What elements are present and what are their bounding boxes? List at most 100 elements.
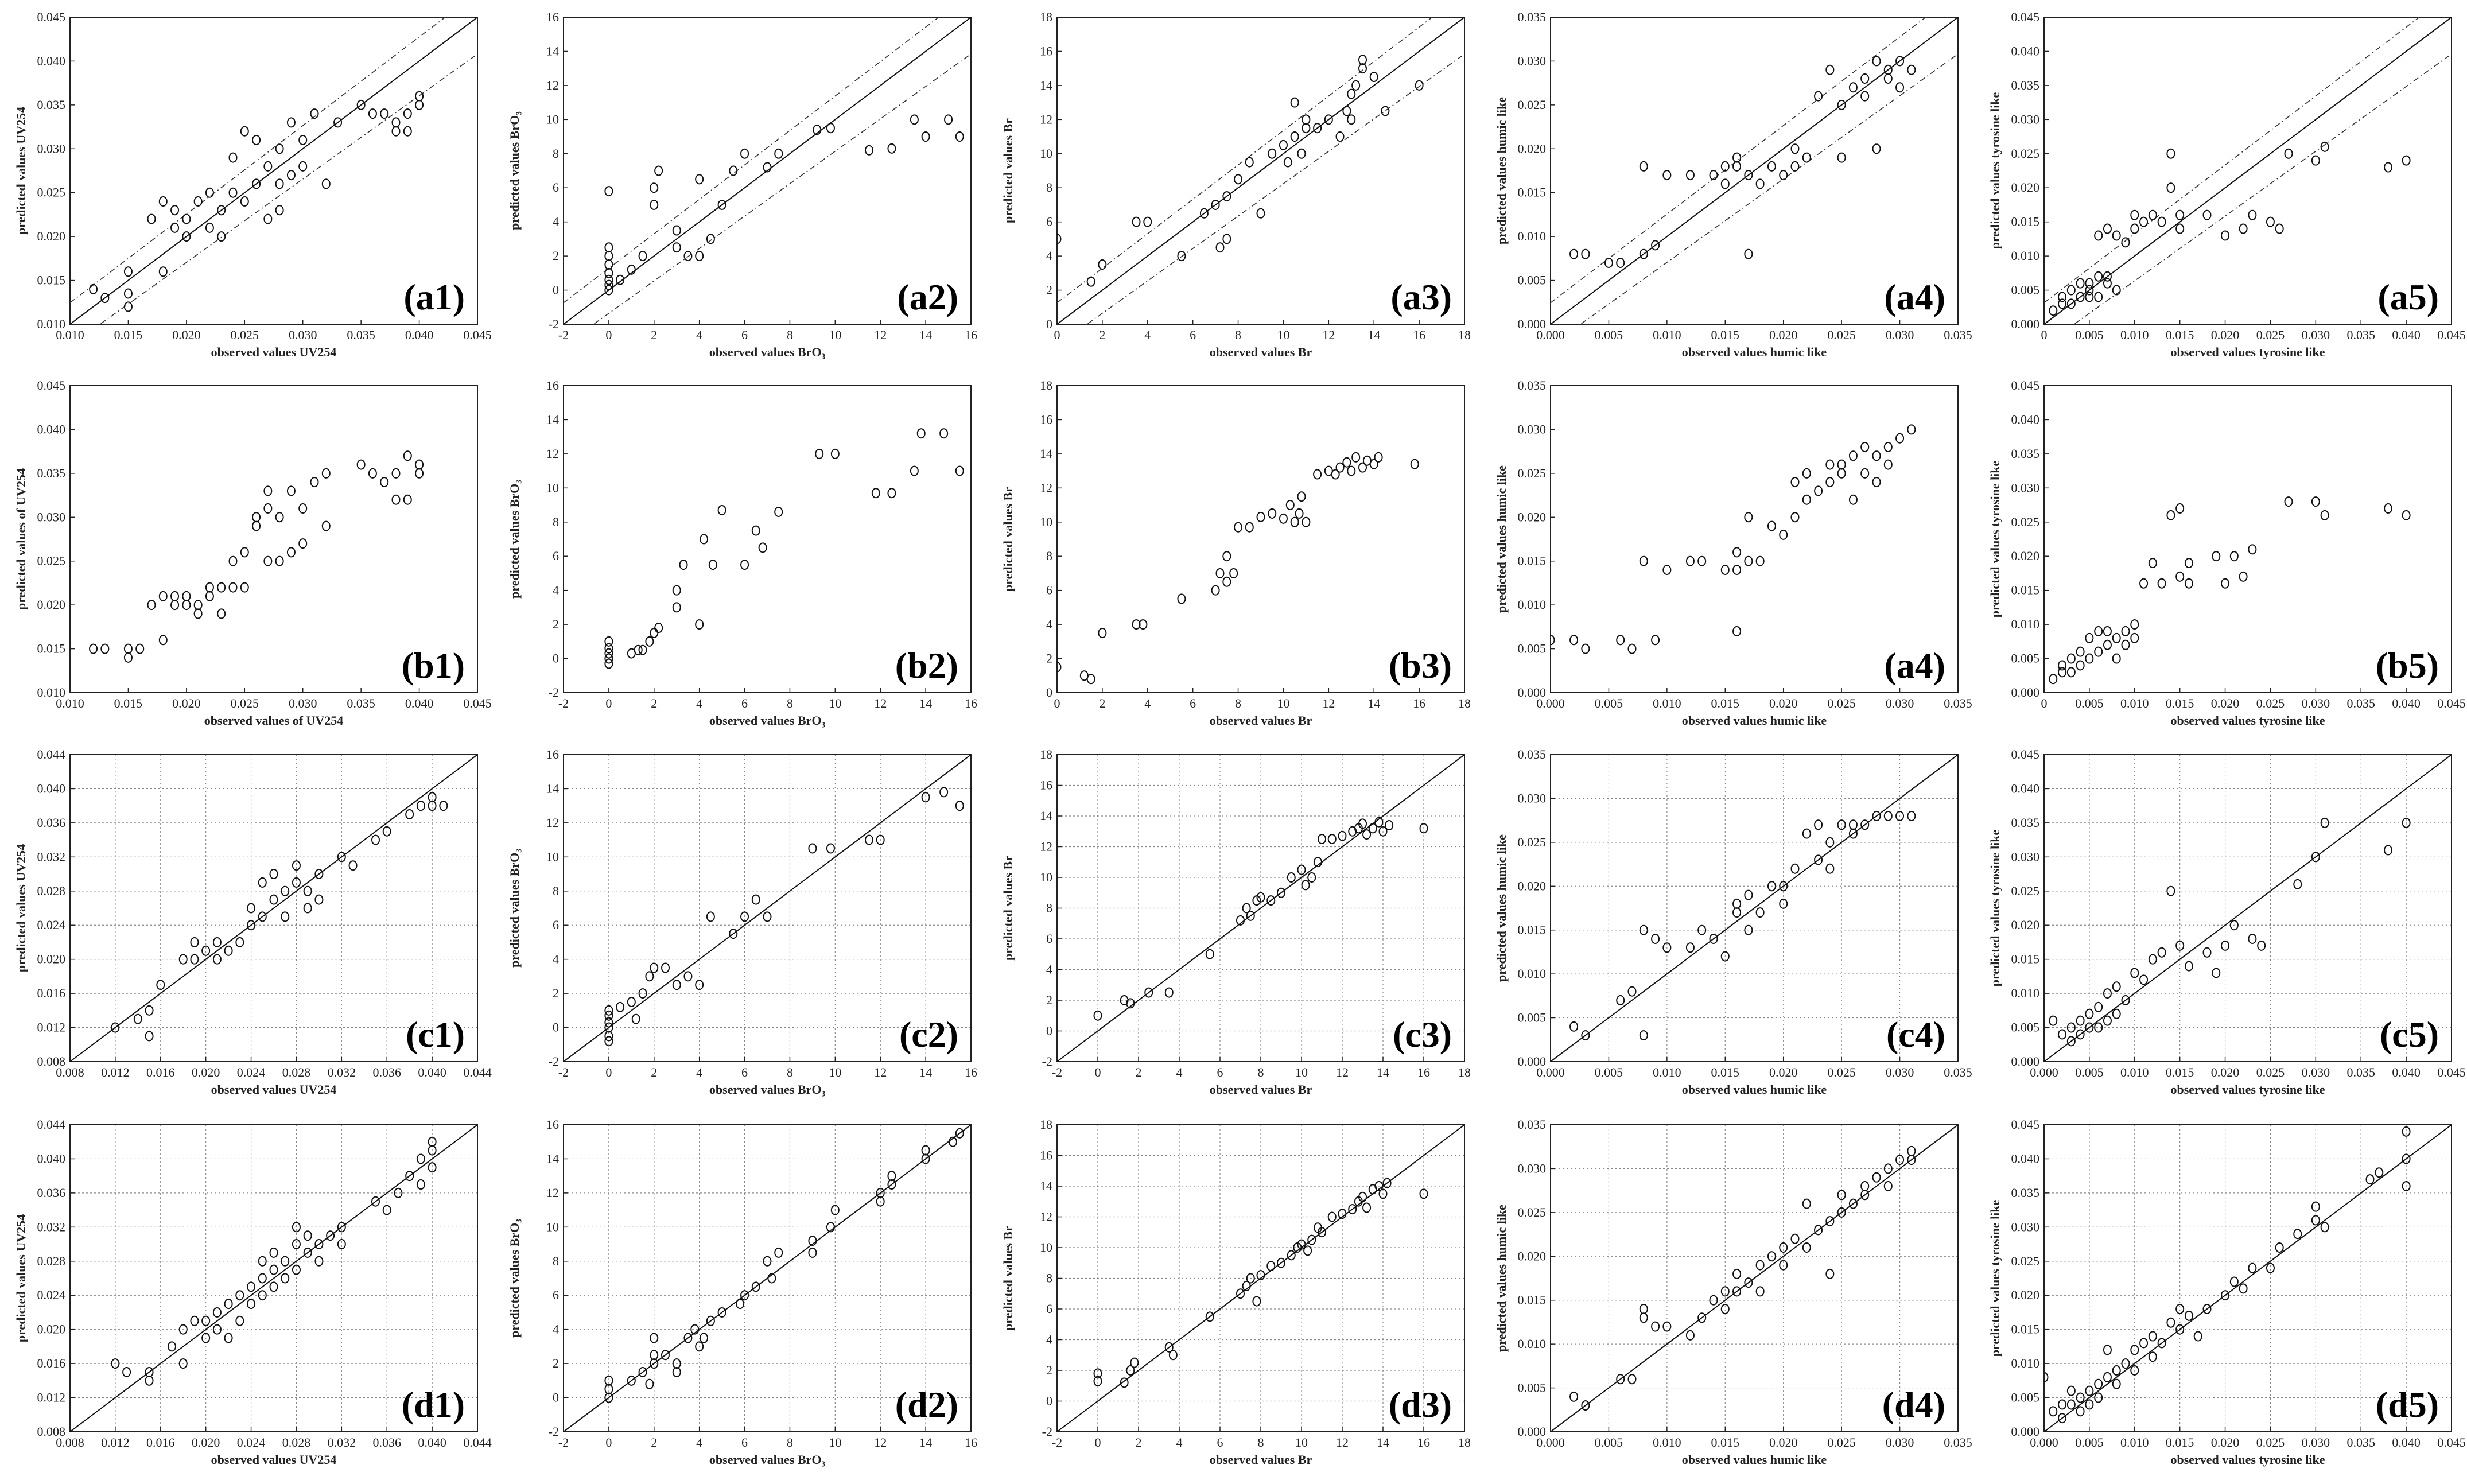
y-axis-label: predicted values tyrosine like [1988,829,2002,986]
data-point [1732,1268,1742,1279]
x-tick-label: 0.025 [2256,1065,2285,1079]
x-tick-label: 16 [1417,1435,1430,1450]
y-tick-label: 0 [553,651,559,666]
data-point [2112,653,2121,664]
data-point [217,205,226,216]
y-tick-label: -2 [1042,1054,1052,1069]
fit-line [564,1125,971,1432]
x-axis-label: observed values humic like [1682,1082,1827,1097]
data-point [1639,924,1648,935]
data-point [1368,823,1377,834]
x-tick-label: 4 [1144,696,1151,710]
data-point [2121,626,2130,636]
data-point [1720,951,1730,962]
data-point [2130,1365,2139,1376]
data-point [1297,1239,1306,1250]
data-point [1287,872,1296,883]
y-axis-label: predicted values UV254 [14,844,28,972]
chart-panel-d2: -2 0 2 4 6 8 10 12 14 16 -2 0 2 4 6 8 10 12 14 16 observed v… [506,1117,982,1475]
plot-frame [1056,385,1465,693]
data-point [1651,635,1660,646]
data-point [235,1315,244,1326]
data-point [1351,452,1361,463]
x-tick-label: 8 [787,328,793,342]
data-point [672,980,681,990]
data-point [286,117,296,128]
y-tick-label: 0 [1046,1024,1052,1038]
x-tick-label: 4 [696,1435,702,1450]
data-point [1302,114,1311,125]
y-tick-label: 0.024 [37,1288,66,1302]
data-point [2044,1372,2049,1382]
data-point [1837,819,1846,830]
x-tick-label: 0.020 [1769,1435,1798,1450]
data-point [310,108,319,119]
panel-label: (b1) [402,645,465,686]
panel-label: (d2) [895,1384,958,1425]
data-point [2284,148,2293,159]
y-tick-label: 0.025 [2011,884,2040,898]
x-tick-label: 0.035 [347,696,375,710]
data-point [1767,1251,1776,1262]
x-tick-label: 0.040 [418,1065,446,1079]
data-point [247,920,256,931]
data-point [1327,834,1337,845]
x-tick-label: 14 [1367,328,1380,342]
data-point [2112,285,2121,296]
data-point [910,114,919,125]
data-point [2175,223,2185,234]
data-point [1551,635,1555,646]
data-point [939,428,949,439]
data-point [1382,1178,1392,1188]
chart-panel-c4: 0.000 0.005 0.010 0.015 0.020 0.025 0.030 0.035… [1493,747,1972,1105]
data-point [887,488,896,499]
data-point [1057,234,1062,244]
data-point [1662,1321,1672,1332]
data-point [1732,161,1742,172]
data-point [190,1315,199,1326]
x-tick-label: 0.015 [1711,1065,1740,1079]
data-point [1342,457,1351,468]
data-point [252,512,261,523]
data-point [1709,1295,1718,1306]
scatter-plot-a4: 0.000 0.005 0.010 0.015 0.020 0.025 0.030 0.035… [1494,10,1972,359]
x-tick-label: 0.020 [2211,1065,2240,1079]
x-tick-label: 0.005 [2075,1435,2104,1450]
data-point [314,894,324,905]
data-point [2112,1008,2121,1019]
data-point [2148,209,2157,220]
data-point [604,643,613,654]
fit-line [1551,1125,1958,1432]
y-tick-label: 0.035 [2011,446,2040,461]
data-point [428,1145,437,1156]
data-point [1627,1374,1637,1385]
y-tick-label: 0.025 [37,185,66,200]
data-point [887,1171,896,1182]
data-point [763,1256,772,1267]
x-tick-label: 0.025 [231,696,259,710]
panel-label: (b5) [2376,645,2439,686]
data-point [170,600,180,611]
y-tick-label: 0.020 [2011,918,2040,932]
data-point [1211,585,1220,596]
chart-panel-d1: 0.008 0.012 0.016 0.020 0.024 0.028 0.032 0.036… [13,1117,492,1475]
plot-frame [563,1124,972,1432]
y-tick-label: 0.030 [1518,791,1547,805]
y-tick-label: 0.032 [37,849,66,864]
data-point [252,135,261,145]
data-point [275,512,284,523]
data-point [1307,1234,1316,1245]
x-tick-label: 16 [965,1065,977,1079]
data-point [1222,191,1231,202]
data-point [2248,1262,2257,1273]
y-tick-label: 0.000 [2011,1424,2040,1439]
data-point [650,627,659,638]
x-tick-label: 0.000 [1536,1065,1565,1079]
scatter-plot-d2: -2 0 2 4 6 8 10 12 14 16 -2 0 2 4 6 8 10 12 14 16 observed v… [507,1117,977,1467]
y-tick-label: -2 [1042,1424,1052,1439]
data-point [887,143,896,154]
data-point [193,196,203,207]
data-point [1709,170,1718,181]
data-point [921,792,930,803]
y-tick-label: 2 [1046,993,1052,1007]
